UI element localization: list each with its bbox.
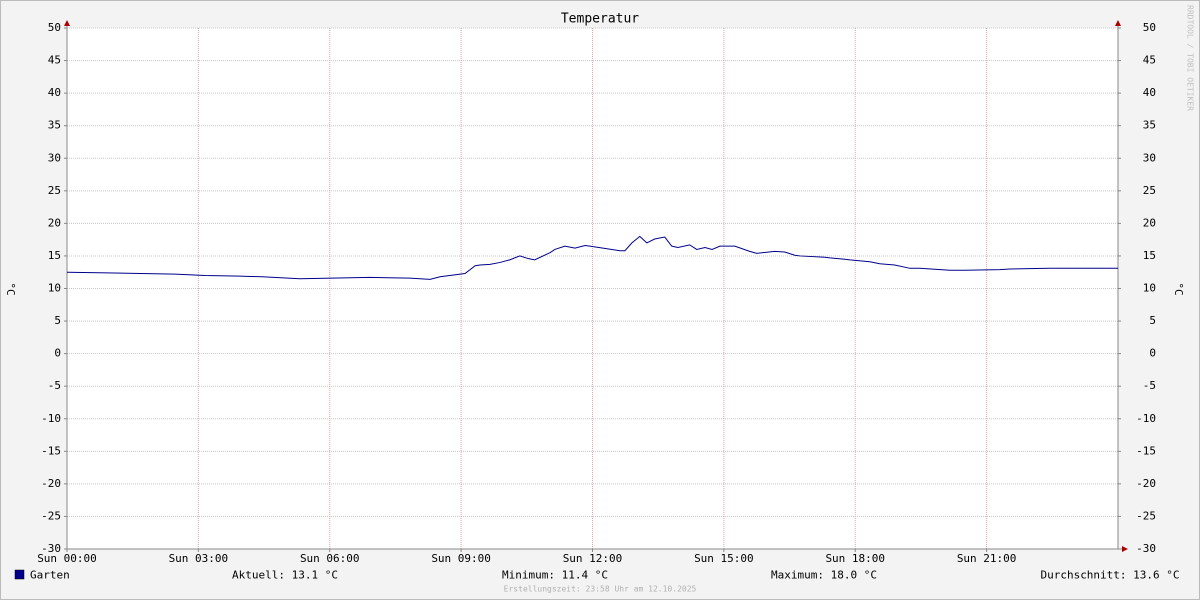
y2-tick-label: 35 bbox=[1143, 119, 1156, 132]
y2-tick-label: -30 bbox=[1136, 542, 1156, 555]
y-tick-label: -25 bbox=[41, 509, 61, 522]
y2-tick-label: 15 bbox=[1143, 249, 1156, 262]
watermark: RRDTOOL / TOBI OETIKER bbox=[1186, 5, 1195, 111]
y-tick-label: 20 bbox=[48, 216, 61, 229]
arrow bbox=[64, 20, 70, 26]
y2-tick-label: -25 bbox=[1136, 509, 1156, 522]
arrow bbox=[1115, 20, 1121, 26]
y2-tick-label: -15 bbox=[1136, 444, 1156, 457]
y-tick-label: 10 bbox=[48, 282, 61, 295]
y2-tick-label: 0 bbox=[1149, 347, 1156, 360]
labels: -30 -30 -25 -25 -20 -20 -15 -15 -10 -10 -5 -5 0 0 5 5 10… bbox=[14, 21, 1180, 582]
y-tick-label: 15 bbox=[48, 249, 61, 262]
y2-tick-label: 50 bbox=[1143, 21, 1156, 34]
y-tick-label: 40 bbox=[48, 86, 61, 99]
y2-tick-label: 45 bbox=[1143, 54, 1156, 67]
y-tick-label: -20 bbox=[41, 477, 61, 490]
series-line bbox=[66, 235, 1118, 280]
y2-axis-label: °C bbox=[1172, 282, 1185, 295]
y-tick-label: 25 bbox=[48, 184, 61, 197]
y-tick-label: 35 bbox=[48, 119, 61, 132]
y-axis-label: °C bbox=[4, 282, 17, 295]
legend-swatch bbox=[14, 569, 25, 580]
x-tick-label: Sun 00:00 bbox=[37, 552, 97, 565]
legend-label: Garten bbox=[30, 569, 70, 582]
x-tick-label: Sun 06:00 bbox=[300, 552, 360, 565]
y-tick-label: 5 bbox=[54, 314, 61, 327]
x-tick-label: Sun 15:00 bbox=[694, 552, 754, 565]
y-tick-label: 0 bbox=[54, 347, 61, 360]
y2-tick-label: 20 bbox=[1143, 216, 1156, 229]
y2-tick-label: -5 bbox=[1143, 379, 1156, 392]
y2-tick-label: 40 bbox=[1143, 86, 1156, 99]
grid bbox=[64, 20, 1128, 552]
legend-stat: Aktuell: 13.1 °C bbox=[232, 569, 338, 582]
y-tick-label: -5 bbox=[48, 379, 61, 392]
y2-tick-label: 30 bbox=[1143, 151, 1156, 164]
y2-tick-label: 10 bbox=[1143, 282, 1156, 295]
lines bbox=[66, 235, 1118, 280]
legend-stat: Minimum: 11.4 °C bbox=[502, 569, 608, 582]
y-tick-label: -15 bbox=[41, 444, 61, 457]
arrow bbox=[1122, 546, 1128, 552]
y-tick-label: -10 bbox=[41, 412, 61, 425]
y2-tick-label: -10 bbox=[1136, 412, 1156, 425]
y-tick-label: 45 bbox=[48, 54, 61, 67]
chart-title: Temperatur bbox=[561, 12, 639, 27]
x-tick-label: Sun 21:00 bbox=[957, 552, 1017, 565]
y2-tick-label: 25 bbox=[1143, 184, 1156, 197]
y-tick-label: 30 bbox=[48, 151, 61, 164]
legend-stat: Durchschnitt: 13.6 °C bbox=[1040, 569, 1179, 582]
x-tick-label: Sun 09:00 bbox=[431, 552, 491, 565]
y-tick-label: -30 bbox=[41, 542, 61, 555]
x-tick-label: Sun 18:00 bbox=[825, 552, 885, 565]
legend-stat: Maximum: 18.0 °C bbox=[771, 569, 877, 582]
x-tick-label: Sun 03:00 bbox=[169, 552, 229, 565]
y2-tick-label: -20 bbox=[1136, 477, 1156, 490]
footer: Erstellungszeit: 23:58 Uhr am 12.10.2025 bbox=[504, 585, 697, 594]
y2-tick-label: 5 bbox=[1149, 314, 1156, 327]
x-tick-label: Sun 12:00 bbox=[563, 552, 623, 565]
y-tick-label: 50 bbox=[48, 21, 61, 34]
